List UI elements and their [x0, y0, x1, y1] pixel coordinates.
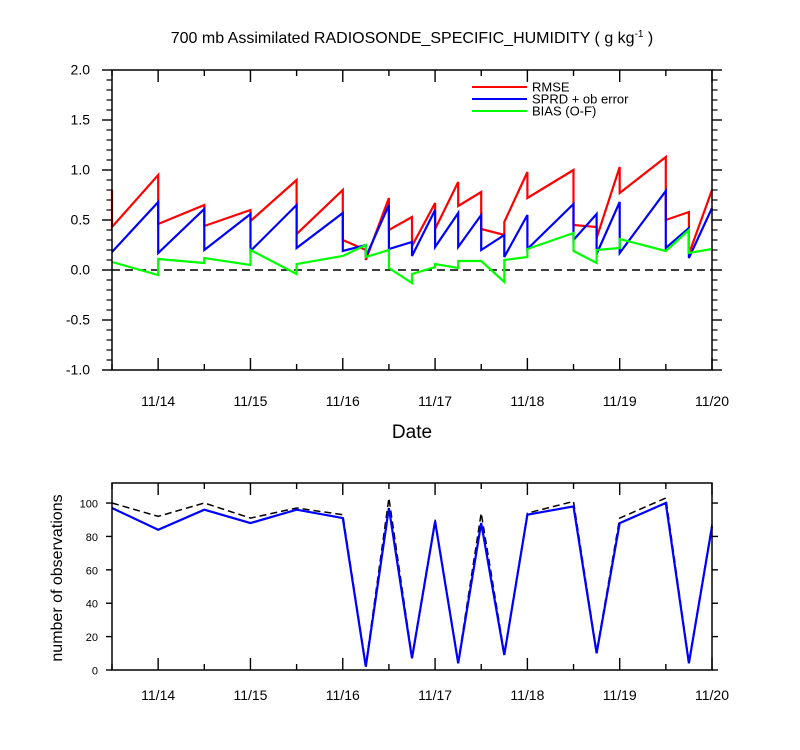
y-tick-label: 80 — [86, 532, 98, 544]
x-tick-label: 11/14 — [141, 687, 175, 703]
y-tick-label: 0.5 — [71, 212, 91, 228]
y-tick-label: 1.5 — [71, 112, 91, 128]
top-chart-frame — [111, 69, 713, 371]
series-line-used — [111, 501, 714, 667]
y-tick-label: -0.5 — [66, 312, 90, 328]
y-tick-label: 100 — [80, 499, 98, 511]
x-tick-label: 11/20 — [695, 393, 729, 409]
x-tick-label: 11/14 — [141, 393, 175, 409]
x-axis-label: Date — [392, 422, 432, 443]
y-axis-label: number of observations — [49, 494, 66, 661]
x-tick-label: 11/19 — [603, 393, 637, 409]
bottom-chart-tick-labels: 11/14 11/15 11/16 11/17 11/18 11/19 11/20 0 20 40… — [80, 499, 730, 703]
x-tick-label: 11/15 — [233, 687, 267, 703]
x-tick-label: 11/17 — [418, 393, 452, 409]
top-chart-series — [110, 154, 714, 286]
x-tick-label: 11/17 — [418, 687, 452, 703]
x-tick-label: 11/16 — [326, 687, 360, 703]
bottom-chart-frame — [111, 482, 713, 671]
bottom-chart-series — [111, 496, 714, 667]
x-tick-label: 11/18 — [510, 393, 544, 409]
x-tick-label: 11/15 — [233, 393, 267, 409]
x-tick-label: 11/20 — [695, 687, 729, 703]
top-chart-tick-labels: 11/14 11/15 11/16 11/17 11/18 11/19 11/20 -1.0 -… — [66, 62, 729, 410]
series-line-bias-o-f — [111, 227, 713, 286]
series-line-sprd-ob-error — [111, 187, 713, 259]
y-tick-label: 1.0 — [71, 162, 91, 178]
y-tick-label: 0.0 — [71, 262, 91, 278]
bottom-chart-ticks — [106, 483, 718, 671]
legend-label: SPRD + ob error — [532, 92, 629, 107]
x-tick-label: 11/18 — [510, 687, 544, 703]
y-tick-label: 20 — [86, 632, 98, 644]
y-tick-label: 60 — [86, 565, 98, 577]
y-tick-label: 0 — [92, 666, 98, 678]
y-tick-label: -1.0 — [66, 362, 90, 378]
y-tick-label: 2.0 — [71, 62, 91, 78]
legend-label: BIAS (O-F) — [532, 104, 596, 119]
chart-title: 700 mb Assimilated RADIOSONDE_SPECIFIC_H… — [171, 29, 654, 47]
x-tick-label: 11/19 — [603, 687, 637, 703]
y-tick-label: 40 — [86, 599, 98, 611]
x-tick-label: 11/16 — [326, 393, 360, 409]
legend-label: RMSE — [532, 80, 570, 95]
